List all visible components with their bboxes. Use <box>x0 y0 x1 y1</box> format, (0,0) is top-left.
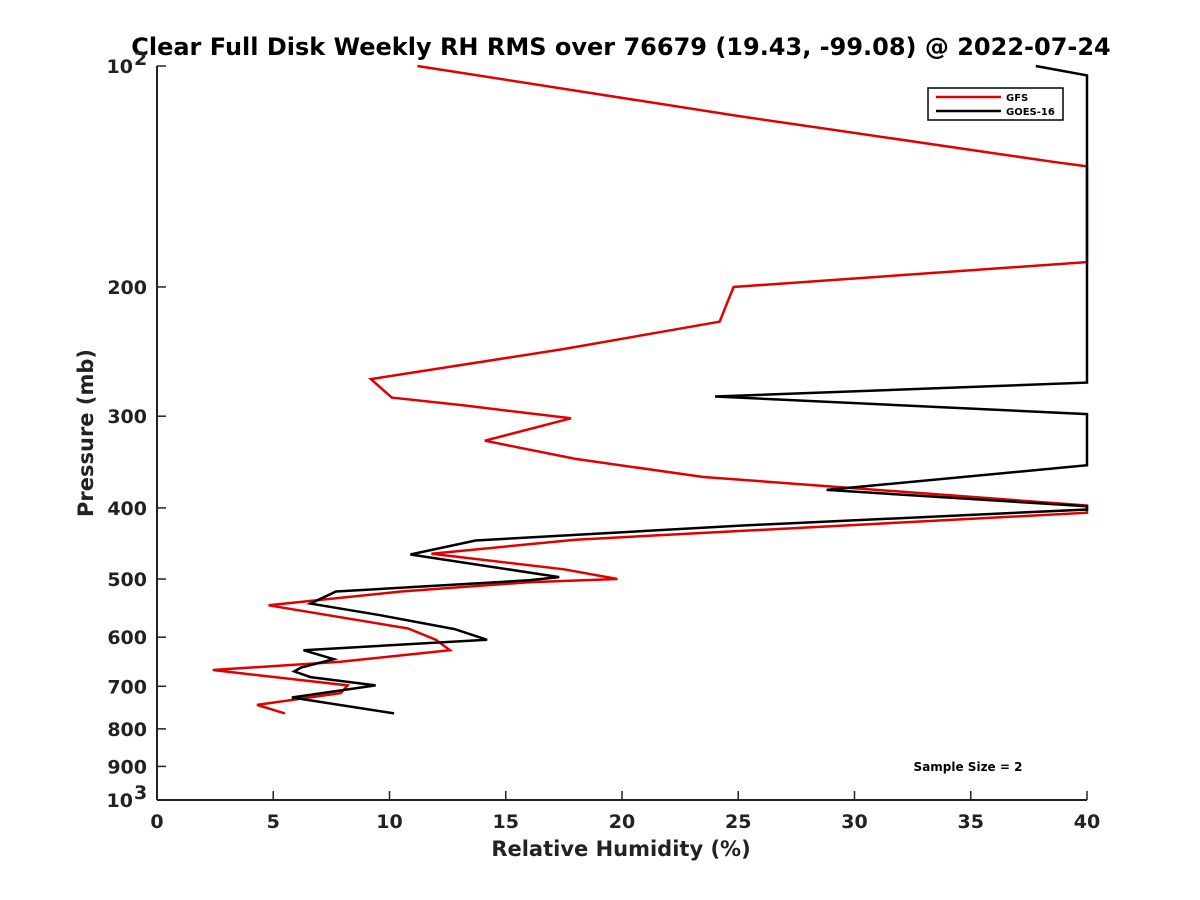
x-tick-label: 15 <box>493 811 519 833</box>
y-tick-label: 800 <box>107 719 147 741</box>
series-line-goes16 <box>291 64 1089 715</box>
x-tick-label: 40 <box>1074 811 1100 833</box>
y-tick-exponent: 3 <box>134 782 147 804</box>
sample-size-annotation: Sample Size = 2 <box>914 760 1023 774</box>
x-tick-label: 30 <box>841 811 867 833</box>
y-tick-label: 500 <box>107 569 147 591</box>
y-axis-label: Pressure (mb) <box>74 349 98 517</box>
legend: GFS GOES-16 <box>927 87 1064 121</box>
series-layer <box>212 64 1089 715</box>
y-tick-label: 400 <box>107 498 147 520</box>
series-line-gfs <box>212 64 1089 715</box>
y-tick-label: 200 <box>107 277 147 299</box>
y-tick-exponent: 2 <box>134 48 147 70</box>
y-tick-label: 10 <box>107 56 133 78</box>
x-tick-label: 20 <box>609 811 635 833</box>
y-tick-label: 600 <box>107 627 147 649</box>
x-ticks: 0 5 10 15 20 25 30 35 40 <box>150 791 1100 833</box>
y-tick-label: 900 <box>107 756 147 778</box>
legend-label: GFS <box>1006 93 1028 104</box>
x-tick-label: 25 <box>725 811 751 833</box>
y-tick-label: 700 <box>107 676 147 698</box>
y-tick-label: 10 <box>107 790 133 812</box>
chart-title: Clear Full Disk Weekly RH RMS over 76679… <box>131 33 1111 61</box>
x-tick-label: 0 <box>150 811 163 833</box>
legend-label: GOES-16 <box>1006 107 1055 118</box>
x-tick-label: 5 <box>267 811 280 833</box>
x-tick-label: 10 <box>376 811 402 833</box>
y-tick-label: 300 <box>107 406 147 428</box>
x-tick-label: 35 <box>958 811 984 833</box>
legend-box <box>927 87 1064 121</box>
x-axis-label: Relative Humidity (%) <box>491 837 750 861</box>
axes <box>156 66 1087 801</box>
